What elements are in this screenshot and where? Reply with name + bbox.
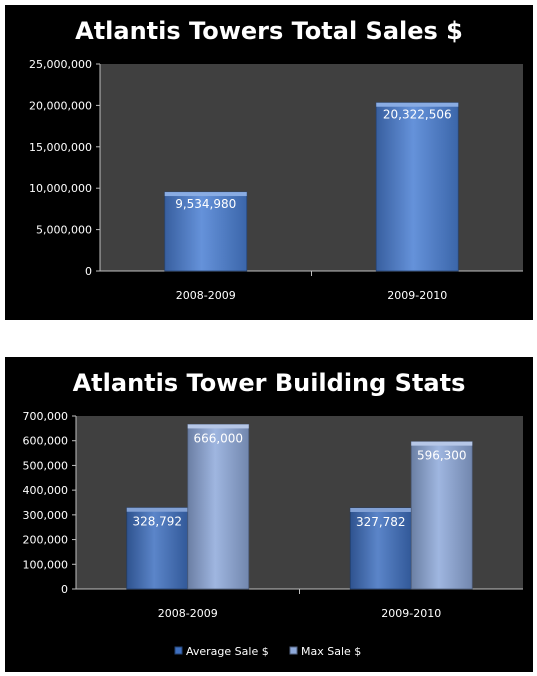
x-tick-label: 2009-2010 [381, 607, 441, 620]
bar [410, 441, 473, 590]
total-sales-chart: Atlantis Towers Total Sales $ 0 5,000,000 1… [5, 5, 533, 320]
y-tick-label: 0 [61, 583, 68, 596]
data-label: 328,792 [132, 515, 182, 529]
x-tick-label: 2008-2009 [158, 607, 218, 620]
building-stats-chart: Atlantis Tower Building Stats 0 100,000 200… [5, 357, 533, 672]
y-tick-label: 600,000 [23, 435, 69, 448]
data-label: 596,300 [417, 449, 467, 463]
bar [126, 507, 189, 590]
data-label: 9,534,980 [175, 197, 236, 211]
y-tick-label: 5,000,000 [36, 224, 92, 237]
bar-top-highlight [350, 507, 412, 512]
y-tick-label: 0 [85, 265, 92, 278]
data-label: 20,322,506 [383, 108, 452, 122]
legend-label: Max Sale $ [301, 645, 361, 658]
building-stats-chart-svg: Atlantis Tower Building Stats 0 100,000 200… [23, 369, 523, 658]
legend-label: Average Sale $ [186, 645, 269, 658]
bar-top-highlight [126, 507, 188, 512]
legend: Average Sale $ Max Sale $ [174, 645, 361, 658]
data-label: 666,000 [193, 431, 243, 445]
y-tick-label: 300,000 [23, 509, 69, 522]
plot-area [100, 64, 523, 271]
y-tick-label: 700,000 [23, 410, 69, 423]
legend-swatch [289, 646, 298, 655]
bar-top-highlight [164, 192, 247, 197]
bar-top-highlight [187, 424, 249, 429]
bar [349, 507, 412, 590]
y-tick-label: 200,000 [23, 534, 69, 547]
y-tick-label: 20,000,000 [29, 99, 92, 112]
bar-top-highlight [411, 441, 473, 446]
x-tick-label: 2008-2009 [176, 289, 236, 302]
y-tick-label: 100,000 [23, 558, 69, 571]
bar [187, 424, 250, 590]
y-tick-label: 10,000,000 [29, 182, 92, 195]
chart-title: Atlantis Towers Total Sales $ [75, 17, 463, 45]
bar-top-highlight [376, 102, 459, 107]
data-label: 327,782 [356, 515, 406, 529]
y-tick-label: 15,000,000 [29, 141, 92, 154]
bar [164, 191, 248, 272]
x-tick-label: 2009-2010 [387, 289, 447, 302]
total-sales-chart-svg: Atlantis Towers Total Sales $ 0 5,000,000 1… [29, 17, 523, 302]
y-tick-label: 400,000 [23, 484, 69, 497]
y-tick-label: 500,000 [23, 459, 69, 472]
bar [375, 102, 459, 272]
y-tick-label: 25,000,000 [29, 58, 92, 71]
legend-swatch [174, 646, 183, 655]
chart-title: Atlantis Tower Building Stats [73, 369, 466, 397]
